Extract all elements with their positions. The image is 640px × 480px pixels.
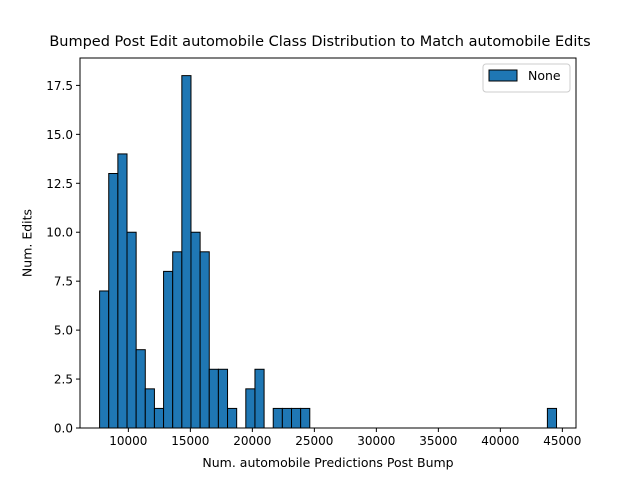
x-tick-label: 10000 [109, 434, 147, 448]
histogram-bar [245, 388, 256, 429]
histogram-bar [190, 231, 201, 429]
histogram-bar [135, 349, 146, 429]
y-tick-label: 7.5 [54, 275, 73, 289]
x-tick-label: 25000 [295, 434, 333, 448]
x-tick-label: 30000 [357, 434, 395, 448]
histogram-bar [254, 368, 265, 429]
legend-label: None [528, 68, 561, 83]
histogram-bar [546, 407, 558, 429]
y-tick-label: 2.5 [54, 373, 73, 387]
histogram-bar [163, 270, 174, 429]
histogram-bar [108, 173, 119, 429]
y-tick-label: 5.0 [54, 324, 73, 338]
y-tick-label: 17.5 [46, 79, 73, 93]
histogram-bar [172, 251, 183, 429]
y-tick-label: 0.0 [54, 422, 73, 436]
bars-group [99, 75, 558, 429]
histogram-bar [300, 407, 311, 429]
histogram-bar [208, 368, 219, 429]
histogram-bar [99, 290, 110, 429]
histogram-bar [144, 388, 155, 429]
histogram-bar [227, 407, 238, 429]
histogram-bar [272, 407, 283, 429]
legend-swatch [488, 69, 518, 82]
x-axis-label: Num. automobile Predictions Post Bump [202, 455, 454, 470]
y-tick-label: 15.0 [46, 128, 73, 142]
chart-title: Bumped Post Edit automobile Class Distri… [49, 34, 591, 50]
y-axis-label: Num. Edits [19, 208, 35, 278]
histogram-bar [181, 75, 192, 429]
x-tick-label: 15000 [171, 434, 209, 448]
x-tick-label: 45000 [543, 434, 581, 448]
histogram-bar [153, 407, 165, 429]
x-tick-label: 40000 [481, 434, 519, 448]
x-axis-ticks: 10000 15000 20000 25000 30000 35000 40000 45000 [109, 428, 581, 448]
legend: None [482, 63, 571, 93]
histogram-bar [217, 368, 229, 429]
y-axis-ticks: 0.0 2.5 5.0 7.5 10.0 12.5 15.0 17.5 [46, 79, 80, 436]
x-tick-label: 20000 [233, 434, 271, 448]
histogram-bar [291, 407, 302, 429]
histogram-bar [126, 231, 137, 429]
plot-frame [79, 57, 577, 429]
x-tick-label: 35000 [419, 434, 457, 448]
histogram-bar [281, 407, 293, 429]
y-tick-label: 10.0 [46, 226, 73, 240]
y-tick-label: 12.5 [46, 177, 73, 191]
histogram-bar [199, 251, 210, 429]
histogram-bar [117, 153, 128, 429]
